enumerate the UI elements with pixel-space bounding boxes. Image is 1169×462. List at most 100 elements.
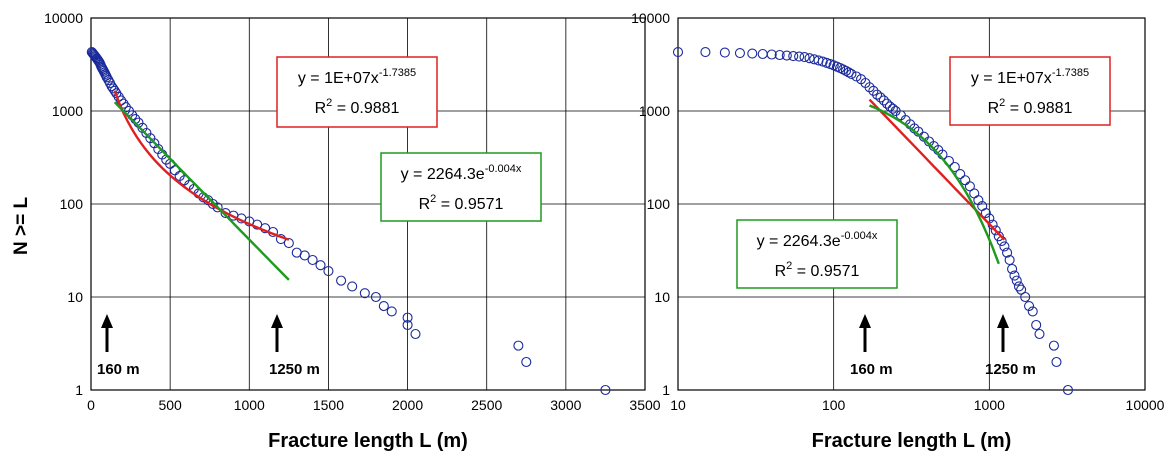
r-squared-value: = 0.9571 bbox=[792, 263, 859, 280]
y-tick-label: 10000 bbox=[44, 10, 83, 26]
equation-exponent: -1.7385 bbox=[1052, 67, 1089, 79]
data-point bbox=[700, 47, 711, 58]
data-points bbox=[672, 47, 1074, 396]
r-squared: R2 = 0.9571 bbox=[419, 193, 504, 213]
arrow-head bbox=[271, 314, 283, 328]
threshold-arrow: 160 m bbox=[850, 314, 893, 378]
fit-equation: y = 1E+07x-1.7385 bbox=[298, 67, 416, 87]
power-fit-line bbox=[113, 90, 290, 241]
threshold-label: 1250 m bbox=[269, 361, 320, 378]
data-point bbox=[864, 82, 875, 93]
equation-base: y = 1E+07x bbox=[298, 70, 379, 87]
threshold-arrow: 1250 m bbox=[985, 314, 1036, 378]
data-point bbox=[410, 328, 421, 340]
r-squared-value: = 0.9571 bbox=[436, 196, 503, 213]
equation-box-border bbox=[949, 56, 1111, 126]
equation-exponent: -1.7385 bbox=[379, 67, 416, 79]
data-point bbox=[990, 225, 1001, 236]
data-point bbox=[868, 85, 879, 96]
data-point bbox=[960, 175, 971, 186]
r-squared-label: R bbox=[775, 263, 787, 280]
chart-left: 0 500 1000 1500 2000 2500 3000 3500 1 10 100 1000 10… bbox=[44, 10, 661, 452]
arrow-head bbox=[859, 314, 871, 328]
data-point bbox=[600, 384, 611, 396]
data-point bbox=[734, 47, 745, 59]
data-point bbox=[840, 65, 852, 76]
equation-exponent: -0.004x bbox=[485, 163, 522, 175]
data-point bbox=[878, 95, 889, 106]
x-tick-label: 1000 bbox=[974, 397, 1005, 413]
data-point bbox=[347, 281, 358, 292]
data-point bbox=[846, 68, 857, 80]
fit-equation: y = 1E+07x-1.7385 bbox=[971, 67, 1089, 87]
plot-frame bbox=[90, 17, 646, 391]
data-point bbox=[101, 72, 112, 83]
data-point bbox=[804, 53, 815, 64]
data-point bbox=[757, 48, 768, 60]
y-tick-label: 100 bbox=[647, 196, 671, 212]
data-point bbox=[817, 56, 828, 67]
data-points bbox=[86, 47, 611, 396]
data-point bbox=[838, 64, 849, 75]
data-point bbox=[999, 241, 1010, 252]
data-point bbox=[1048, 340, 1059, 351]
data-point bbox=[980, 207, 991, 219]
data-point bbox=[1031, 319, 1042, 331]
data-point bbox=[402, 319, 413, 331]
data-point bbox=[323, 266, 334, 277]
data-point bbox=[1020, 291, 1031, 303]
y-tick-label: 10 bbox=[654, 289, 670, 305]
power-fit-line bbox=[868, 98, 1006, 241]
data-point bbox=[887, 103, 898, 114]
data-point bbox=[719, 47, 730, 58]
data-point bbox=[1011, 275, 1022, 286]
equation-exponent: -0.004x bbox=[841, 230, 878, 242]
x-tick-label: 3500 bbox=[629, 397, 660, 413]
r-squared-superscript: 2 bbox=[999, 97, 1005, 109]
data-point bbox=[370, 291, 381, 303]
data-point bbox=[799, 52, 810, 63]
data-point bbox=[283, 238, 294, 249]
data-point bbox=[386, 306, 397, 317]
data-point bbox=[1051, 356, 1062, 368]
data-point bbox=[969, 188, 980, 199]
threshold-arrow: 160 m bbox=[97, 314, 140, 378]
data-point bbox=[336, 275, 347, 286]
r-squared-label: R bbox=[315, 100, 327, 117]
equation-box-border bbox=[276, 56, 438, 128]
data-point bbox=[747, 48, 758, 59]
data-point bbox=[315, 260, 326, 271]
exponential-fit-equation-box: y = 2264.3e-0.004x R2 = 0.9571 bbox=[736, 219, 898, 289]
data-point bbox=[872, 89, 883, 100]
r-squared-value: = 0.9881 bbox=[1005, 100, 1072, 117]
x-tick-label: 500 bbox=[158, 397, 182, 413]
fit-equation: y = 2264.3e-0.004x bbox=[757, 230, 878, 250]
data-point bbox=[875, 92, 886, 103]
data-point bbox=[881, 98, 893, 109]
r-squared-superscript: 2 bbox=[326, 97, 332, 109]
data-point bbox=[794, 51, 805, 62]
data-point bbox=[672, 47, 684, 58]
x-axis-label: Fracture length L (m) bbox=[812, 430, 1012, 452]
data-point bbox=[299, 250, 310, 261]
data-point bbox=[359, 288, 370, 299]
y-tick-label: 10 bbox=[67, 289, 83, 305]
data-point bbox=[307, 254, 318, 266]
data-point bbox=[1062, 384, 1074, 396]
r-squared-label: R bbox=[419, 196, 431, 213]
threshold-label: 1250 m bbox=[985, 361, 1036, 378]
power-fit-equation-box: y = 1E+07x-1.7385 R2 = 0.9881 bbox=[276, 56, 438, 128]
x-tick-label: 2000 bbox=[392, 397, 423, 413]
equation-box-border bbox=[736, 219, 898, 289]
y-tick-label: 1000 bbox=[52, 103, 83, 119]
y-tick-label: 10000 bbox=[631, 10, 670, 26]
x-tick-label: 1000 bbox=[234, 397, 265, 413]
x-tick-label: 3000 bbox=[550, 397, 581, 413]
y-axis-label: N >= L bbox=[11, 197, 32, 255]
data-point bbox=[781, 50, 792, 61]
equation-base: y = 2264.3e bbox=[401, 166, 485, 183]
r-squared-value: = 0.9881 bbox=[332, 100, 399, 117]
x-tick-label: 10 bbox=[670, 397, 686, 413]
